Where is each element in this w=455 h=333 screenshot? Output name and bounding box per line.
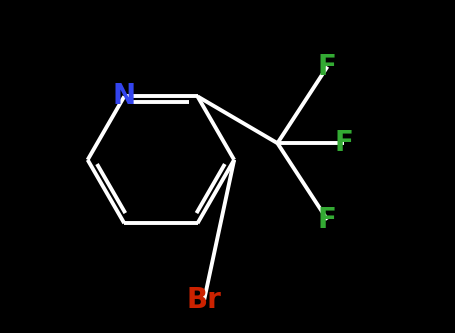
Text: F: F — [318, 206, 337, 234]
Text: N: N — [113, 82, 136, 111]
Text: F: F — [318, 53, 337, 81]
Text: Br: Br — [187, 286, 222, 314]
Text: F: F — [334, 129, 354, 157]
